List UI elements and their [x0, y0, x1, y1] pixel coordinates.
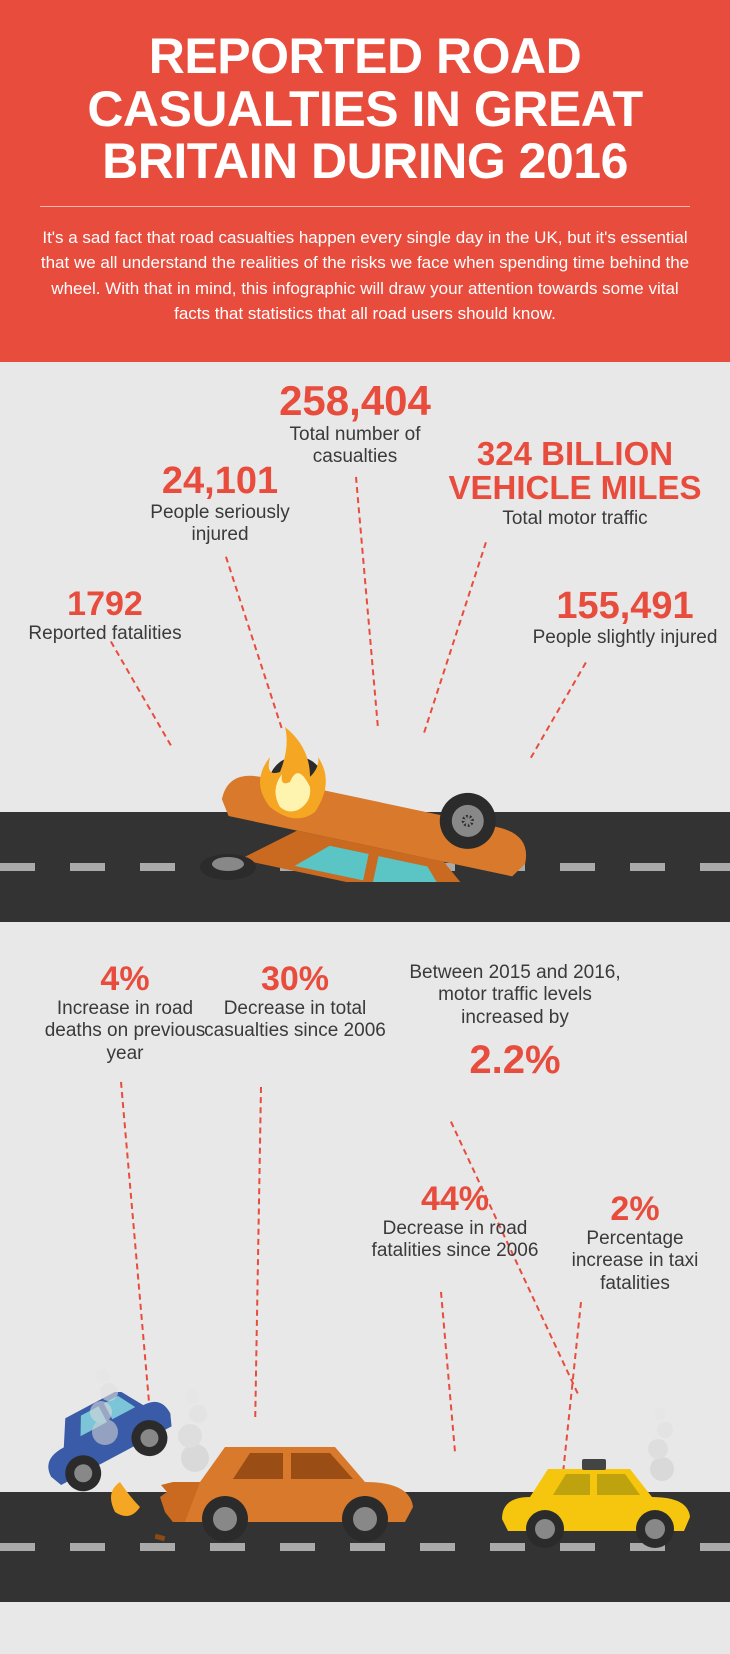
connector-line: [254, 1087, 262, 1417]
stat-value: 30%: [200, 962, 390, 996]
stat-value: 24,101: [120, 462, 320, 500]
smoke-icon: [75, 1362, 135, 1452]
stat-label: Percentage increase in taxi fatalities: [550, 1228, 720, 1296]
stat-value: 2.2%: [400, 1040, 630, 1080]
smoke-icon: [165, 1382, 225, 1477]
stat-decrease-casualties: 30% Decrease in total casualties since 2…: [200, 962, 390, 1044]
stat-taxi-fatalities: 2% Percentage increase in taxi fatalitie…: [550, 1192, 720, 1296]
stat-motor-traffic: 324 BILLION VEHICLE MILES Total motor tr…: [435, 437, 715, 531]
smoke-icon: [635, 1397, 690, 1487]
section-overview-stats: 258,404 Total number of casualties 24,10…: [0, 362, 730, 922]
stat-label: People slightly injured: [530, 627, 720, 650]
stat-label: Decrease in total casualties since 2006: [200, 998, 390, 1044]
stat-value: 4%: [40, 962, 210, 996]
stat-label: Decrease in road fatalities since 2006: [360, 1218, 550, 1264]
flame-icon: [260, 727, 326, 818]
stat-value: 2%: [550, 1192, 720, 1226]
stat-label: Increase in road deaths on previous year: [40, 998, 210, 1066]
stat-traffic-increase: Between 2015 and 2016, motor traffic lev…: [400, 962, 630, 1082]
connector-line: [355, 476, 379, 725]
connector-line: [440, 1291, 456, 1451]
orange-car-icon: [155, 1417, 425, 1547]
page-title: REPORTED ROAD CASUALTIES IN GREAT BRITAI…: [40, 30, 690, 188]
stat-value: 155,491: [530, 587, 720, 625]
stat-fatalities: 1792 Reported fatalities: [20, 587, 190, 646]
section-trend-stats: 4% Increase in road deaths on previous y…: [0, 922, 730, 1602]
stat-total-casualties: 258,404 Total number of casualties: [250, 380, 460, 470]
stat-label: People seriously injured: [120, 502, 320, 548]
stat-label: Between 2015 and 2016, motor traffic lev…: [400, 962, 630, 1030]
taxi-car-icon: [490, 1437, 700, 1557]
stat-serious-injured: 24,101 People seriously injured: [120, 462, 320, 548]
stat-value: 324 BILLION VEHICLE MILES: [435, 437, 715, 506]
stat-label: Total motor traffic: [435, 508, 715, 531]
stat-value: 1792: [20, 587, 190, 621]
stat-slight-injured: 155,491 People slightly injured: [530, 587, 720, 650]
stat-value: 44%: [360, 1182, 550, 1216]
header-divider: [40, 206, 690, 207]
stat-value: 258,404: [250, 380, 460, 422]
blue-car-icon: [0, 1392, 180, 1552]
header: REPORTED ROAD CASUALTIES IN GREAT BRITAI…: [0, 0, 730, 362]
intro-text: It's a sad fact that road casualties hap…: [40, 225, 690, 327]
stat-decrease-fatalities: 44% Decrease in road fatalities since 20…: [360, 1182, 550, 1264]
stat-label: Reported fatalities: [20, 623, 190, 646]
connector-line: [110, 641, 172, 746]
stat-increase-deaths: 4% Increase in road deaths on previous y…: [40, 962, 210, 1066]
flipped-car-icon: [180, 702, 560, 882]
